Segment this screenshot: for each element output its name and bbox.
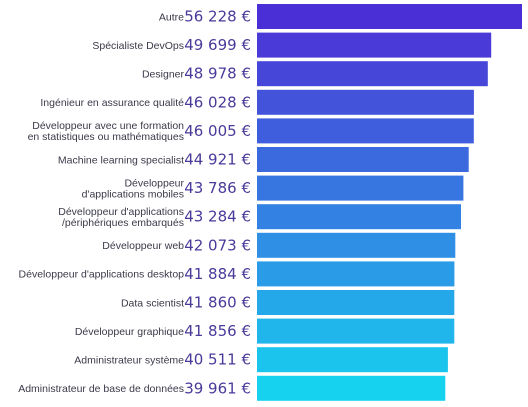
- category-label-7: Développeur d'applications/périphériques…: [58, 206, 184, 229]
- value-label-0: 56 228 €: [184, 8, 251, 26]
- bar-6: [257, 175, 464, 201]
- bar-8: [257, 232, 456, 258]
- category-label-5: Machine learning specialist: [58, 154, 184, 166]
- bar-0: [257, 4, 522, 29]
- bar-11: [257, 318, 455, 344]
- value-label-7: 43 284 €: [184, 208, 251, 226]
- value-label-3: 46 028 €: [184, 93, 251, 111]
- value-label-11: 41 856 €: [184, 322, 251, 340]
- bar-3: [257, 89, 474, 115]
- category-label-6: Développeur d'applications mobiles: [82, 177, 185, 200]
- category-label-11: Développeur graphique: [75, 326, 184, 338]
- value-label-10: 41 860 €: [184, 294, 251, 312]
- bar-2: [257, 61, 488, 87]
- category-label-8: Développeur web: [102, 240, 184, 252]
- category-label-0: Autre: [159, 11, 184, 23]
- value-label-5: 44 921 €: [184, 151, 251, 169]
- category-label-1: Spécialiste DevOps: [92, 40, 184, 52]
- value-label-12: 40 511 €: [184, 351, 251, 369]
- value-label-1: 49 699 €: [184, 36, 251, 54]
- value-label-4: 46 005 €: [184, 122, 251, 140]
- bar-13: [257, 375, 446, 401]
- category-label-4: Développeur avec une formation en statist…: [28, 120, 185, 143]
- value-label-6: 43 786 €: [184, 179, 251, 197]
- category-label-9: Développeur d'applications desktop: [19, 269, 185, 281]
- bar-4: [257, 118, 474, 144]
- category-label-13: Administrateur de base de données: [18, 383, 184, 395]
- value-label-2: 48 978 €: [184, 65, 251, 83]
- category-label-2: Designer: [142, 69, 185, 81]
- category-label-10: Data scientist: [121, 297, 184, 309]
- value-label-9: 41 884 €: [184, 265, 251, 283]
- bar-10: [257, 290, 455, 315]
- category-label-3: Ingénieur en assurance qualité: [40, 97, 184, 109]
- value-label-8: 42 073 €: [184, 236, 251, 254]
- bar-9: [257, 261, 455, 287]
- bar-1: [257, 32, 492, 58]
- bar-7: [257, 204, 461, 230]
- bar-5: [257, 147, 469, 172]
- bar-12: [257, 347, 448, 373]
- value-label-13: 39 961 €: [184, 379, 251, 397]
- category-label-12: Administrateur système: [74, 355, 184, 367]
